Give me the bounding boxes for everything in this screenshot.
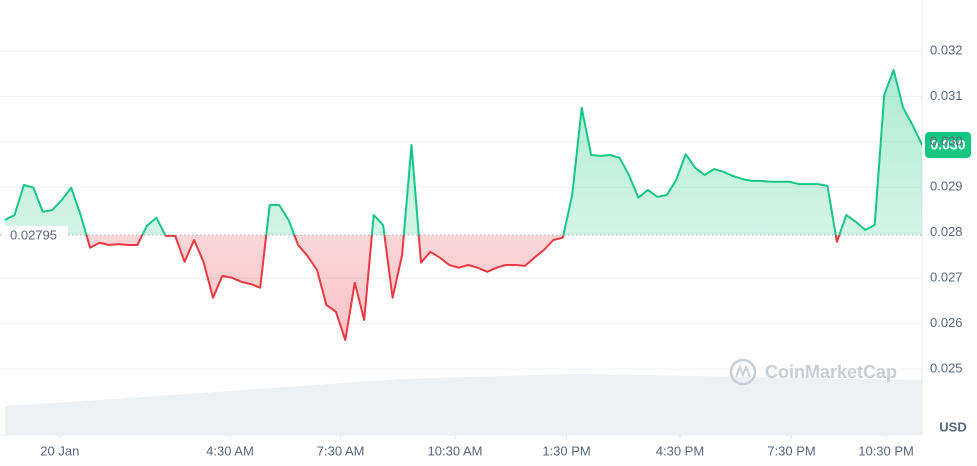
price-line-down bbox=[85, 235, 841, 341]
y-tick-label: 0.026 bbox=[930, 315, 963, 330]
area-up bbox=[5, 70, 922, 235]
x-tick-label: 7:30 AM bbox=[317, 443, 365, 458]
x-tick-label: 4:30 AM bbox=[206, 443, 254, 458]
price-line-up bbox=[4, 69, 922, 235]
y-tick-label: 0.031 bbox=[930, 88, 963, 103]
last-price-bg bbox=[925, 132, 971, 158]
baseline-label-bg bbox=[4, 226, 68, 244]
baseline-label: 0.02795 bbox=[10, 227, 57, 242]
x-tick-label: 10:30 AM bbox=[428, 443, 483, 458]
y-tick-label: 0.027 bbox=[930, 270, 963, 285]
x-tick-label: 1:30 PM bbox=[542, 443, 590, 458]
y-tick-label: 0.032 bbox=[930, 42, 963, 57]
area-down bbox=[5, 235, 922, 340]
watermark: CoinMarketCap bbox=[729, 358, 897, 386]
x-tick-label: 4:30 PM bbox=[656, 443, 704, 458]
unit-label: USD bbox=[939, 419, 966, 434]
y-tick-label: 0.029 bbox=[930, 179, 963, 194]
x-tick-label: 7:30 PM bbox=[767, 443, 815, 458]
y-tick-label: 0.025 bbox=[930, 361, 963, 376]
volume-backdrop bbox=[5, 374, 922, 435]
watermark-text: CoinMarketCap bbox=[765, 362, 897, 382]
y-tick-label: 0.028 bbox=[930, 224, 963, 239]
last-price-label: 0.030 bbox=[930, 137, 965, 153]
x-tick-label: 10:30 PM bbox=[858, 443, 914, 458]
x-tick-label: 20 Jan bbox=[40, 443, 79, 458]
y-tick-label: 0.030 bbox=[930, 133, 963, 148]
